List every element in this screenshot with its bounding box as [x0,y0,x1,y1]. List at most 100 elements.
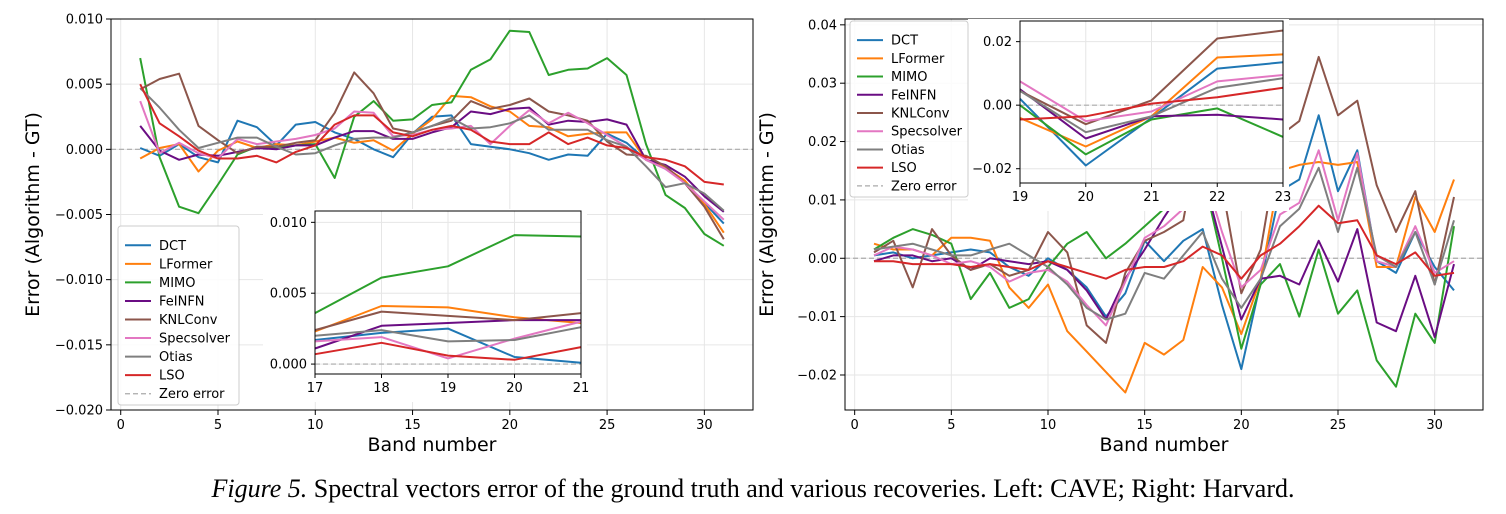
inset-x-tick-label: 19 [1012,190,1029,205]
figure-caption: Figure 5. Spectral vectors error of the … [0,474,1506,504]
legend-label: FeINFN [891,88,937,103]
series-line-lso [874,204,1455,280]
legend-label: KNLConv [159,313,218,328]
series-line-lformer [873,161,1455,394]
legend-label: Otias [159,350,193,365]
y-tick-label: 0.005 [66,78,103,93]
axis-ticks: 0 5 10 15 20 25 30 −0.020 −0.015 −0.010 −0.005 0.00… [55,13,713,434]
y-tick-label: −0.005 [55,208,103,223]
inset-x-tick-label: 21 [1143,190,1160,205]
series-line-lformer [139,94,725,234]
inset-series-line-dct [1019,61,1284,167]
inset-y-tick-label: 0.005 [270,287,307,302]
series-line-specsolver [873,149,1455,327]
x-tick-label: 0 [117,418,125,433]
y-tick-label: 0.03 [808,77,837,92]
y-axis-label: Error (Algorithm - GT) [756,112,778,317]
y-tick-label: −0.02 [797,368,837,383]
legend-label: MIMO [159,276,196,291]
inset-series-line-dct [314,327,582,364]
legend-label: Otias [891,143,925,158]
series-line-knlconv [873,55,1455,344]
inset-chart: 19 20 21 22 23 −0.02 0.00 0.02 [968,19,1291,211]
inset-series-line-mimo [314,234,582,314]
legend-label: MIMO [891,70,928,85]
series-line-dct [139,114,725,225]
y-tick-label: −0.01 [797,310,837,325]
inset-series-line-specsolver [314,320,582,360]
inset-x-tick-label: 21 [573,381,590,396]
x-tick-label: 10 [1040,418,1057,433]
caption-label: Figure 5. [211,474,308,503]
x-tick-label: 25 [599,418,616,433]
inset-series-line-lso [1019,86,1284,121]
inset-series-line-specsolver [1019,74,1284,123]
x-tick-label: 30 [1426,418,1443,433]
x-tick-label: 0 [851,418,859,433]
x-tick-label: 20 [1233,418,1250,433]
series-line-lso [139,83,724,186]
inset-series-line-otias [314,326,582,343]
y-tick-label: −0.020 [55,404,103,419]
inset-y-tick-label: −0.02 [972,162,1012,177]
x-axis-label: Band number [1100,434,1229,456]
inset-y-tick-label: 0.02 [983,35,1012,50]
inset-series-line-lso [314,341,582,361]
legend-label: LSO [891,161,917,176]
y-tick-label: 0.00 [808,252,837,267]
legend-label: DCT [159,239,186,254]
legend-label: FeINFN [159,294,205,309]
legend-label: LSO [159,369,185,384]
inset-x-tick-label: 20 [1077,190,1094,205]
inset-series-line-knlconv [314,310,582,332]
inset-series-line-otias [1019,77,1284,134]
legend-label: Specsolver [891,125,963,140]
chart-panel-1: 0 5 10 15 20 25 30 −0.020 −0.015 −0.010 −0.005 0.00… [22,13,754,456]
inset-series-line-knlconv [1019,29,1284,126]
series-group [139,29,725,247]
legend: DCT LFormer MIMO FeINFN KNLConv Specsolver Oti… [849,20,969,198]
x-tick-label: 15 [404,418,421,433]
series-line-feinfn [139,106,725,213]
y-tick-label: 0.04 [808,18,837,33]
inset-x-tick-label: 19 [440,381,457,396]
inset-x-tick-label: 23 [1275,190,1292,205]
legend: DCT LFormer MIMO FeINFN KNLConv Specsolver Oti… [117,225,240,406]
series-line-mimo [139,29,725,247]
y-tick-label: −0.010 [55,273,103,288]
inset-y-tick-label: 0.000 [270,358,307,373]
inset-chart: 17 18 19 20 21 0.000 0.005 0.010 [263,209,589,402]
legend-label: Zero error [891,179,957,194]
chart-panel-2: 0 5 10 15 20 25 30 −0.02 −0.01 0.00 0.01 0.02 0.03 0.… [756,18,1484,456]
x-axis-label: Band number [368,434,497,456]
inset-y-tick-label: 0.00 [983,99,1012,114]
inset-series-line-mimo [1019,104,1284,156]
x-tick-label: 30 [696,418,713,433]
inset-x-tick-label: 22 [1209,190,1226,205]
figure-canvas: 0 5 10 15 20 25 30−0.020−0.015−0.010−0.0050.00… [22,13,1484,456]
series-line-otias [139,87,725,212]
legend-label: Zero error [159,387,225,402]
x-tick-label: 5 [214,418,222,433]
inset-x-tick-label: 18 [373,381,390,396]
y-tick-label: 0.01 [808,193,837,208]
inset-x-tick-label: 17 [307,381,324,396]
series-line-otias [873,166,1455,321]
y-tick-label: 0.010 [66,13,103,28]
y-tick-label: −0.015 [55,338,103,353]
inset-series-line-feinfn [314,319,581,350]
inset-background [263,209,587,402]
axis-ticks: 0 5 10 15 20 25 30 −0.02 −0.01 0.00 0.01 0.02 0.03 0.… [797,18,1443,433]
legend-box [849,20,969,198]
legend-label: LFormer [891,52,945,67]
y-tick-label: 0.02 [808,135,837,150]
y-axis-label: Error (Algorithm - GT) [22,112,44,317]
x-tick-label: 15 [1136,418,1153,433]
caption-text: Spectral vectors error of the ground tru… [313,474,1295,503]
y-tick-label: 0.000 [66,143,103,158]
series-line-dct [873,114,1455,371]
legend-label: Specsolver [159,332,231,347]
x-tick-label: 5 [947,418,955,433]
legend-box [117,225,240,406]
x-tick-label: 10 [307,418,324,433]
